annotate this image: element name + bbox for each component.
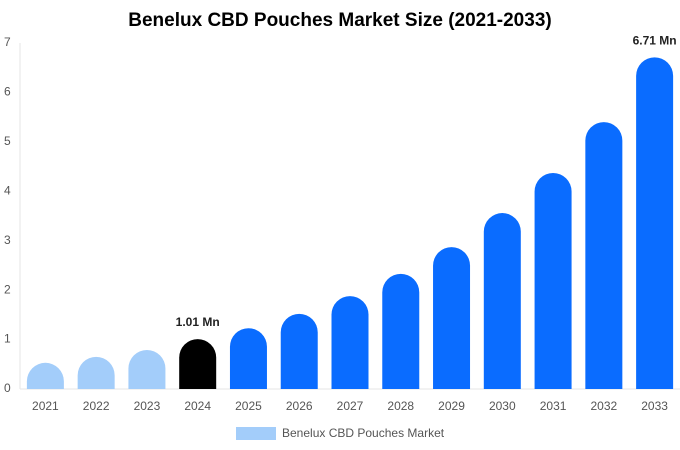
y-tick-label: 1 xyxy=(4,332,11,346)
x-tick-label: 2026 xyxy=(286,399,313,413)
data-label: 6.71 Mn xyxy=(633,34,677,48)
x-tick-label: 2023 xyxy=(134,399,161,413)
bar xyxy=(77,356,115,389)
bar xyxy=(382,273,420,389)
x-tick-label: 2030 xyxy=(489,399,516,413)
x-tick-label: 2031 xyxy=(540,399,567,413)
x-tick-label: 2024 xyxy=(184,399,211,413)
x-tick-label: 2025 xyxy=(235,399,262,413)
bar xyxy=(128,349,166,389)
y-tick-label: 3 xyxy=(4,233,11,247)
bar xyxy=(331,296,369,389)
bar xyxy=(585,122,623,389)
bar xyxy=(433,247,471,389)
x-tick-label: 2032 xyxy=(590,399,617,413)
y-tick-label: 5 xyxy=(4,134,11,148)
legend-swatch xyxy=(236,427,276,440)
x-tick-label: 2033 xyxy=(641,399,668,413)
bar xyxy=(179,339,217,389)
chart-title: Benelux CBD Pouches Market Size (2021-20… xyxy=(128,10,551,31)
y-tick-label: 6 xyxy=(4,85,11,99)
y-tick-label: 2 xyxy=(4,282,11,296)
bar xyxy=(534,172,572,389)
x-tick-label: 2027 xyxy=(337,399,364,413)
x-tick-label: 2021 xyxy=(32,399,59,413)
bar xyxy=(26,362,64,389)
bar xyxy=(280,313,318,389)
bar xyxy=(636,57,674,389)
x-tick-label: 2029 xyxy=(438,399,465,413)
x-tick-label: 2028 xyxy=(387,399,414,413)
data-label: 1.01 Mn xyxy=(176,315,220,329)
y-tick-label: 4 xyxy=(4,183,11,197)
legend-label: Benelux CBD Pouches Market xyxy=(282,426,445,440)
y-tick-label: 7 xyxy=(4,35,11,49)
bar xyxy=(483,213,521,389)
bar xyxy=(229,328,267,389)
y-tick-label: 0 xyxy=(4,381,11,395)
x-tick-label: 2022 xyxy=(83,399,110,413)
